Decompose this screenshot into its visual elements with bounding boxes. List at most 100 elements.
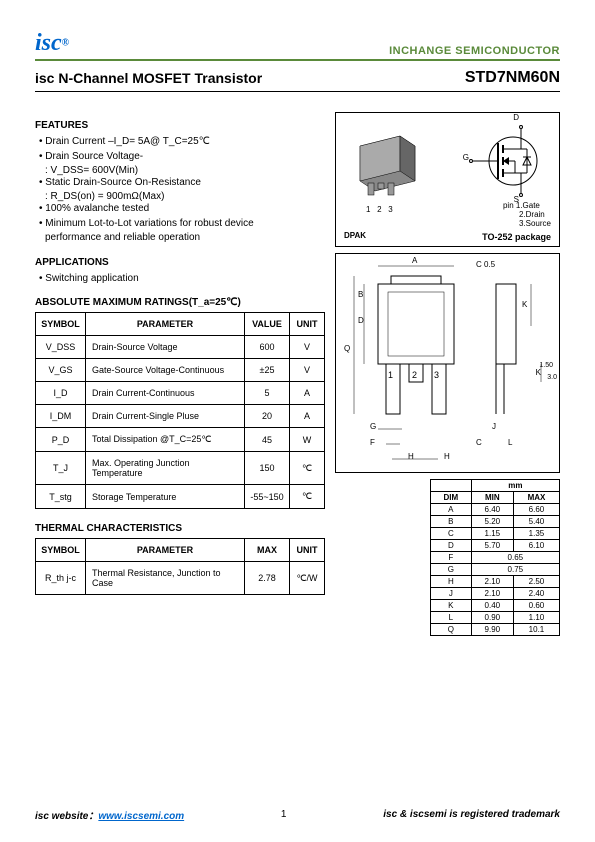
cell-max: 5.40 [513, 516, 559, 528]
cell-symbol: I_DM [36, 405, 86, 428]
dim-q: Q [344, 344, 350, 353]
feature-sub: : V_DSS= 600V(Min) [35, 165, 325, 176]
dpak-3d-icon [340, 131, 440, 211]
table-row: Q9.9010.1 [431, 624, 560, 636]
applications-heading: APPLICATIONS [35, 257, 325, 268]
cell-param: Max. Operating Junction Temperature [86, 452, 245, 485]
table-row: A6.406.60 [431, 504, 560, 516]
cell-dim: F [431, 552, 472, 564]
col-unit: UNIT [290, 313, 325, 336]
cell-min: 6.40 [471, 504, 513, 516]
cell-param: Thermal Resistance, Junction to Case [86, 562, 245, 595]
table-row: T_JMax. Operating Junction Temperature15… [36, 452, 325, 485]
cell-symbol: I_D [36, 382, 86, 405]
trademark-text: isc & iscsemi is registered trademark [383, 809, 560, 820]
cell-unit: A [290, 382, 325, 405]
cell-unit: ℃/W [290, 562, 325, 595]
dim-g: G [370, 422, 376, 431]
terminal-d: D [513, 113, 519, 122]
cell-min: 2.10 [471, 576, 513, 588]
feature-sub: : R_DS(on) = 900mΩ(Max) [35, 191, 325, 202]
site-label: isc website： [35, 811, 98, 822]
cell-dim: H [431, 576, 472, 588]
cell-min: 0.40 [471, 600, 513, 612]
application-item: Switching application [39, 272, 325, 285]
cell-dim: B [431, 516, 472, 528]
cell-value: ±25 [245, 359, 290, 382]
feature-item: Minimum Lot-to-Lot variations for robust… [39, 217, 325, 230]
product-type: isc N-Channel MOSFET Transistor [35, 70, 262, 86]
table-row: J2.102.40 [431, 588, 560, 600]
dimensions-table: mm DIM MIN MAX A6.406.60B5.205.40C1.151.… [430, 479, 560, 636]
pin-label: 3.Source [503, 219, 551, 228]
logo-sup: ® [62, 38, 69, 49]
dim-h: H [408, 452, 414, 461]
page-header: isc® INCHANGE SEMICONDUCTOR [35, 30, 560, 61]
thermal-heading: THERMAL CHARACTERISTICS [35, 523, 325, 534]
page-footer: isc website：www.iscsemi.com 1 isc & iscs… [35, 807, 560, 822]
cell-symbol: R_th j-c [36, 562, 86, 595]
cell-max: 0.60 [513, 600, 559, 612]
col-max: MAX [245, 539, 290, 562]
logo-text: isc [35, 30, 62, 56]
table-row: H2.102.50 [431, 576, 560, 588]
cell-min: 1.15 [471, 528, 513, 540]
cell-value: -55~150 [245, 485, 290, 509]
table-row: V_DSSDrain-Source Voltage600V [36, 336, 325, 359]
table-row: V_GSGate-Source Voltage-Continuous±25V [36, 359, 325, 382]
applications-section: APPLICATIONS Switching application [35, 257, 325, 285]
cell-symbol: V_GS [36, 359, 86, 382]
cell-dim: J [431, 588, 472, 600]
cell-value: 600 [245, 336, 290, 359]
cell-param: Drain-Source Voltage [86, 336, 245, 359]
cell-max: 6.10 [513, 540, 559, 552]
dim-b: B [358, 290, 363, 299]
cell-unit: V [290, 336, 325, 359]
cell-value: 45 [245, 428, 290, 452]
cell-param: Drain Current-Continuous [86, 382, 245, 405]
cell-dim: D [431, 540, 472, 552]
table-row: T_stgStorage Temperature-55~150℃ [36, 485, 325, 509]
cell-param: Total Dissipation @T_C=25℃ [86, 428, 245, 452]
outline-drawing: A C 0.5 B D Q G F H H K J C L K 1.50 3.0… [335, 253, 560, 473]
cell-dim: G [431, 564, 472, 576]
col-parameter: PARAMETER [86, 313, 245, 336]
table-row: C1.151.35 [431, 528, 560, 540]
site-link[interactable]: www.iscsemi.com [98, 811, 184, 822]
table-row: K0.400.60 [431, 600, 560, 612]
table-row: R_th j-cThermal Resistance, Junction to … [36, 562, 325, 595]
feature-item: 100% avalanche tested [39, 202, 325, 215]
cell-max: 2.40 [513, 588, 559, 600]
dim-blank [431, 480, 472, 492]
dim-c: C [476, 438, 482, 447]
dim-col: DIM [431, 492, 472, 504]
dim-a: A [412, 256, 417, 265]
dim-h2: H [444, 452, 450, 461]
cell-dim: A [431, 504, 472, 516]
dim-col: MAX [513, 492, 559, 504]
dim-30: 3.0 [547, 374, 557, 381]
pin1: 1 [388, 370, 393, 380]
col-unit: UNIT [290, 539, 325, 562]
col-symbol: SYMBOL [36, 313, 86, 336]
cell-value: 20 [245, 405, 290, 428]
pin-label: 2.Drain [503, 210, 551, 219]
brand-name: INCHANGE SEMICONDUCTOR [389, 45, 560, 57]
abs-max-table: SYMBOL PARAMETER VALUE UNIT V_DSSDrain-S… [35, 312, 325, 509]
dim-l: L [508, 438, 512, 447]
cell-unit: A [290, 405, 325, 428]
cell-symbol: P_D [36, 428, 86, 452]
pin-num: 3 [388, 205, 392, 214]
page-number: 1 [281, 809, 287, 820]
pin3: 3 [434, 370, 439, 380]
cell-min: 0.65 [471, 552, 559, 564]
cell-max: 1.35 [513, 528, 559, 540]
feature-item: Drain Source Voltage- [39, 150, 325, 163]
cell-value: 150 [245, 452, 290, 485]
cell-value: 5 [245, 382, 290, 405]
dim-col: MIN [471, 492, 513, 504]
cell-min: 9.90 [471, 624, 513, 636]
package-label: DPAK [344, 231, 366, 240]
cell-min: 2.10 [471, 588, 513, 600]
cell-unit: V [290, 359, 325, 382]
